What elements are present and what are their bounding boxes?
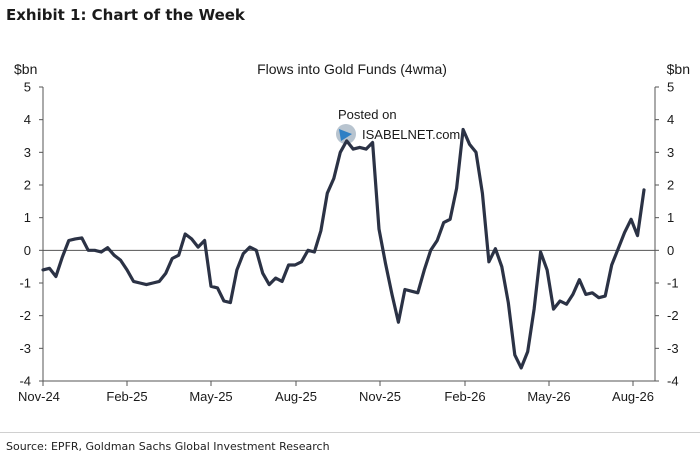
watermark-bird-icon <box>339 129 352 141</box>
y-tick-label-left: -4 <box>19 374 31 389</box>
y-tick-label-right: -3 <box>667 341 679 356</box>
y-tick-label-left: -1 <box>19 276 31 291</box>
y-tick-label-right: 2 <box>667 178 674 193</box>
y-tick-label-left: 1 <box>24 210 31 225</box>
y-tick-label-left: 2 <box>24 178 31 193</box>
x-tick-label: Nov-25 <box>359 389 401 404</box>
y-tick-label-left: 3 <box>24 145 31 160</box>
y-ticks-right: 5 4 3 2 1 0 -1 -2 -3 -4 <box>655 80 679 389</box>
y-tick-label-left: 4 <box>24 112 31 127</box>
y-tick-label-right: 0 <box>667 243 674 258</box>
x-ticks: Nov-24 Feb-25 May-25 Aug-25 Nov-25 Feb-26 May-… <box>18 381 654 404</box>
x-tick-label: Feb-26 <box>444 389 485 404</box>
x-tick-label: May-25 <box>189 389 232 404</box>
y-tick-label-left: 0 <box>24 243 31 258</box>
x-tick-label: May-26 <box>527 389 570 404</box>
y-tick-label-right: -1 <box>667 276 679 291</box>
y-tick-label-right: 5 <box>667 80 674 95</box>
y-tick-label-right: -2 <box>667 308 679 323</box>
y-tick-label-left: -3 <box>19 341 31 356</box>
y-tick-label-right: -4 <box>667 374 679 389</box>
x-tick-label: Feb-25 <box>106 389 147 404</box>
x-tick-label: Nov-24 <box>18 389 60 404</box>
y-axis-unit-left: $bn <box>14 61 37 77</box>
x-tick-label: Aug-25 <box>275 389 317 404</box>
gold-fund-flows-chart: Flows into Gold Funds (4wma) $bn $bn 5 4 3… <box>14 61 690 404</box>
divider-line <box>0 432 700 433</box>
watermark-site: ISABELNET.com <box>362 127 460 142</box>
chart-title: Flows into Gold Funds (4wma) <box>257 61 447 77</box>
y-axis-unit-right: $bn <box>667 61 690 77</box>
isabelnet-watermark: Posted on ISABELNET.com <box>336 107 460 144</box>
x-tick-label: Aug-26 <box>612 389 654 404</box>
y-tick-label-right: 3 <box>667 145 674 160</box>
y-tick-label-left: 5 <box>24 80 31 95</box>
y-tick-label-right: 4 <box>667 112 674 127</box>
y-tick-label-right: 1 <box>667 210 674 225</box>
source-note: Source: EPFR, Goldman Sachs Global Inves… <box>6 440 330 453</box>
y-ticks-left: 5 4 3 2 1 0 -1 -2 -3 -4 <box>19 80 43 389</box>
watermark-posted-on: Posted on <box>338 107 397 122</box>
y-tick-label-left: -2 <box>19 308 31 323</box>
exhibit-title: Exhibit 1: Chart of the Week <box>6 6 245 24</box>
chart-axes <box>42 87 656 382</box>
flows-series-line <box>41 127 646 370</box>
